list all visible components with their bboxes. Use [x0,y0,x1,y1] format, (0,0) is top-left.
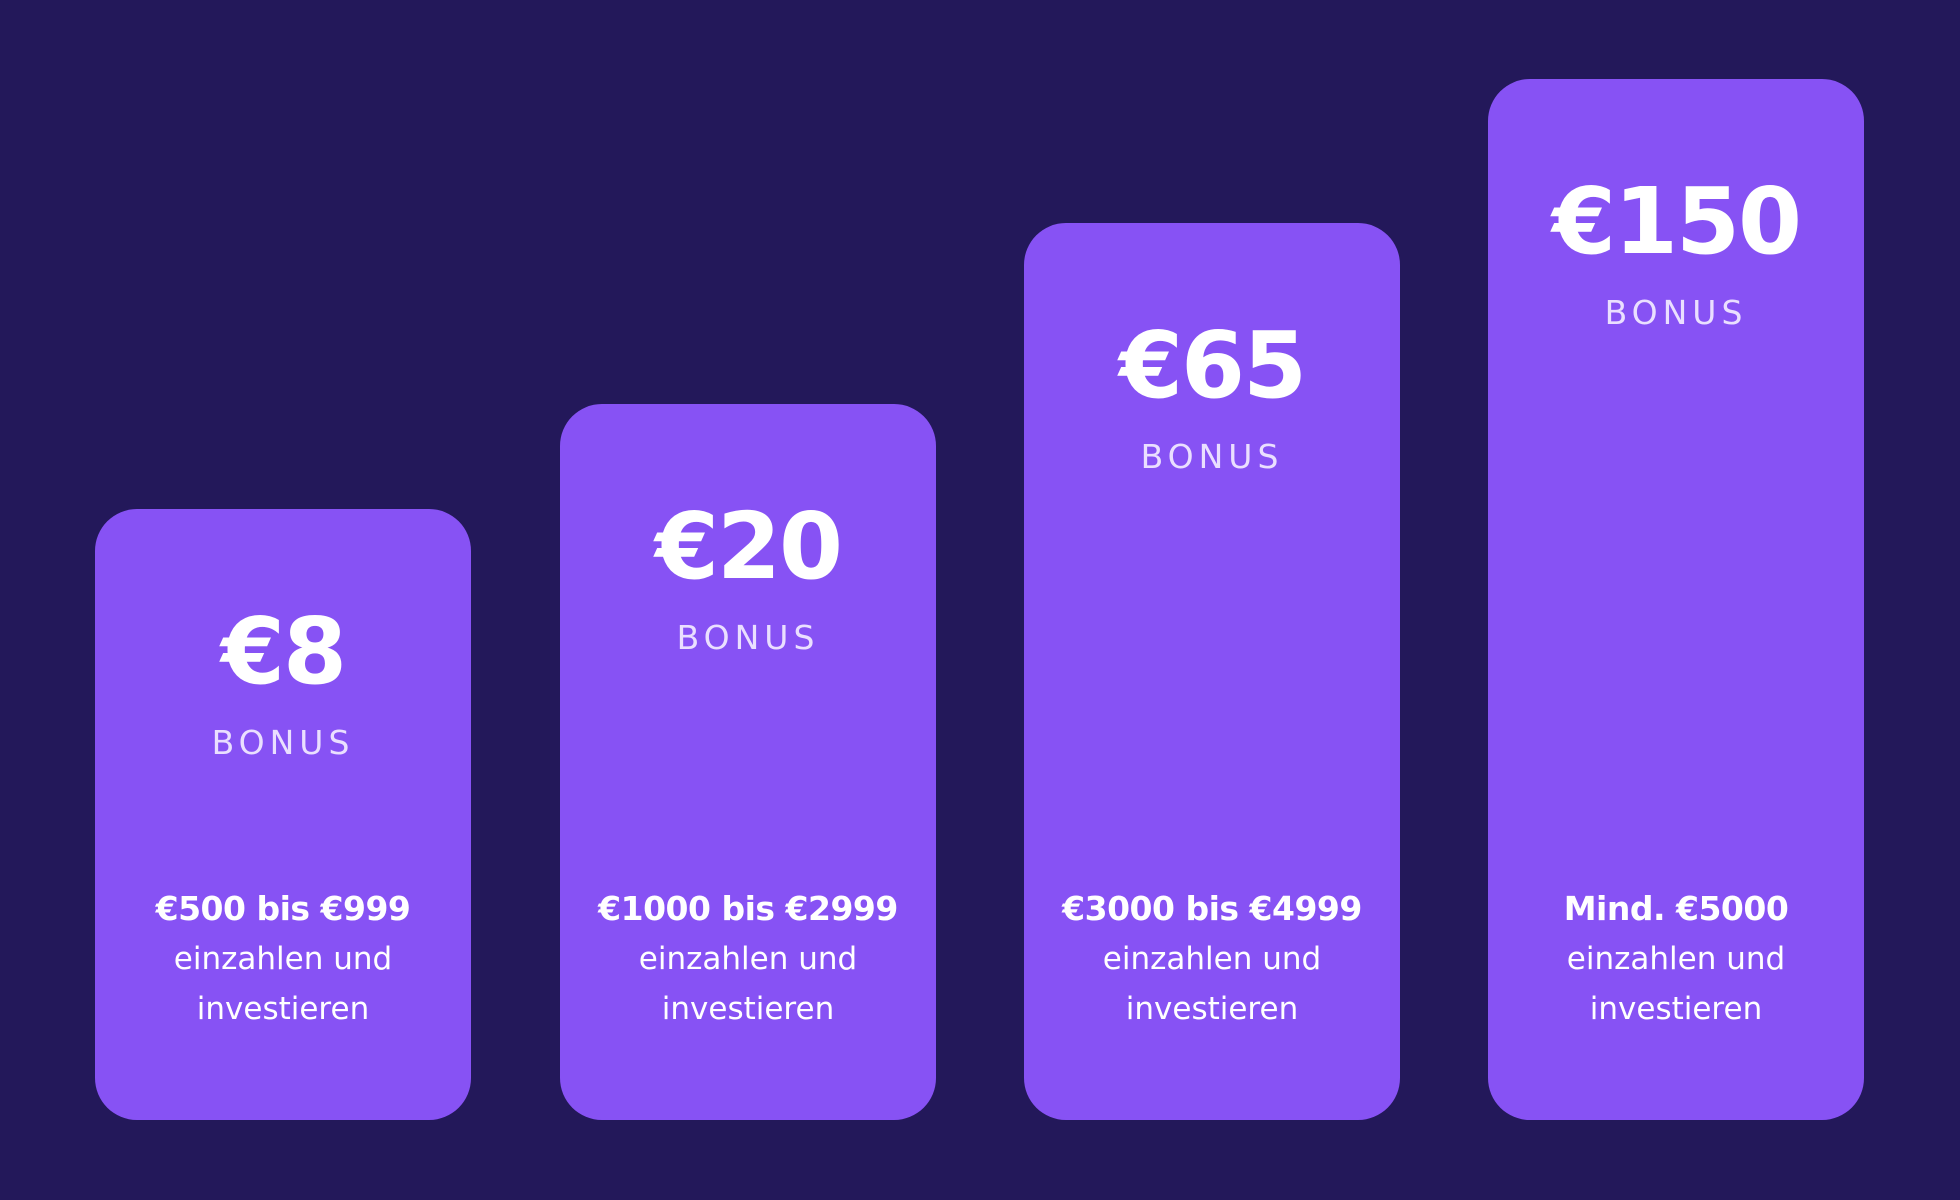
bonus-card-tier-3: €65 BONUS €3000 bis €4999 einzahlen und … [1024,223,1400,1120]
deposit-text: investieren [661,991,835,1027]
bonus-label: BONUS [211,723,355,762]
deposit-text: investieren [1589,991,1763,1027]
deposit-range: Mind. €5000 [1563,889,1789,928]
bonus-card-tier-2: €20 BONUS €1000 bis €2999 einzahlen und … [560,404,936,1120]
deposit-text: einzahlen und [1102,941,1322,977]
deposit-description: €1000 bis €2999 einzahlen und investiere… [560,884,936,1034]
deposit-description: €3000 bis €4999 einzahlen und investiere… [1024,884,1400,1034]
bonus-label: BONUS [1604,293,1748,332]
deposit-description: Mind. €5000 einzahlen und investieren [1488,884,1864,1034]
bonus-amount: €150 [1551,168,1802,275]
bonus-amount: €65 [1118,312,1307,419]
deposit-description: €500 bis €999 einzahlen und investieren [95,884,471,1034]
deposit-text: investieren [196,991,370,1027]
deposit-range: €3000 bis €4999 [1062,889,1362,928]
bonus-card-tier-4: €150 BONUS Mind. €5000 einzahlen und inv… [1488,79,1864,1120]
deposit-text: einzahlen und [1566,941,1786,977]
deposit-text: einzahlen und [173,941,393,977]
deposit-text: investieren [1125,991,1299,1027]
deposit-range: €500 bis €999 [155,889,411,928]
bonus-label: BONUS [1140,437,1284,476]
bonus-label: BONUS [676,618,820,657]
bonus-amount: €8 [220,598,347,705]
bonus-card-tier-1: €8 BONUS €500 bis €999 einzahlen und inv… [95,509,471,1120]
deposit-range: €1000 bis €2999 [598,889,898,928]
deposit-text: einzahlen und [638,941,858,977]
bonus-amount: €20 [654,493,843,600]
